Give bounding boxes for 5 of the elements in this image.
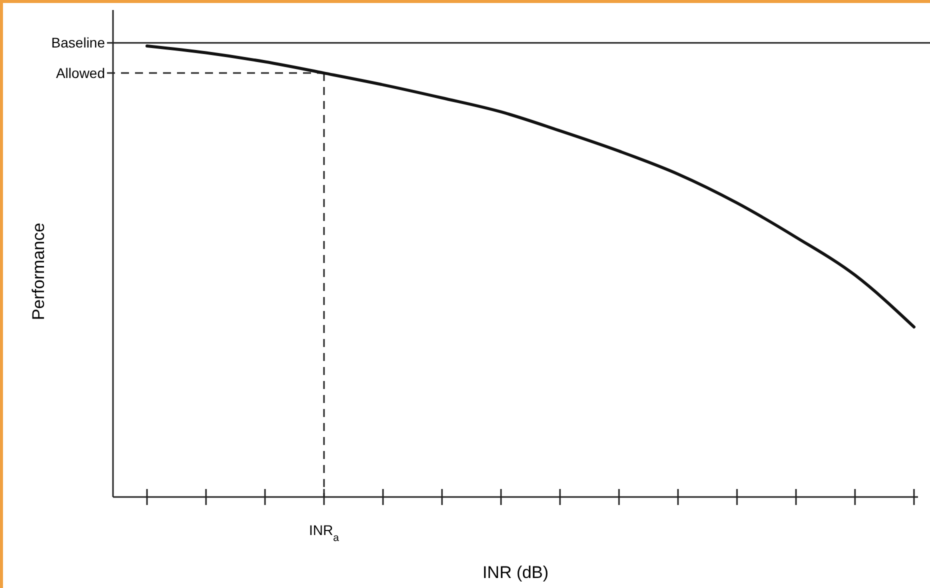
text: INR$_{a}$ <box>309 522 340 544</box>
ref-line-label: Baseline <box>51 34 106 51</box>
y-axis-title: Performance <box>29 222 48 320</box>
x-axis-title: INR (dB) <box>482 563 549 582</box>
ref-line-label: Allowed <box>56 64 105 81</box>
